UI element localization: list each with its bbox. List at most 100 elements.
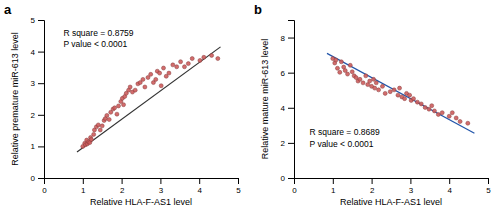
x-axis-line	[295, 179, 489, 185]
x-tick: 4	[447, 178, 452, 195]
x-tick-label: 1	[331, 186, 336, 195]
x-tick-mark	[488, 178, 489, 184]
scatter-point	[361, 81, 365, 85]
scatter-point	[346, 72, 350, 76]
x-axis-title: Relative HLA-F-AS1 level	[90, 197, 192, 207]
x-tick: 2	[120, 178, 125, 195]
x-axis: 012345	[292, 178, 491, 195]
scatter-point	[454, 116, 458, 120]
scatter-point	[107, 118, 111, 122]
y-tick-mark	[38, 83, 44, 84]
x-tick: 0	[292, 178, 297, 195]
x-tick-label: 0	[42, 186, 47, 195]
y-tick-label: 2	[31, 111, 36, 120]
y-tick: 4	[281, 104, 294, 113]
scatter-point	[398, 86, 402, 90]
scatter-point	[210, 53, 214, 57]
y-tick-mark	[38, 52, 44, 53]
figure: 012345012345Relative HLA-F-AS1 levelRela…	[0, 0, 500, 210]
y-tick-label: 6	[281, 69, 286, 78]
x-tick: 0	[42, 178, 47, 195]
scatter-point	[372, 77, 376, 81]
scatter-point	[419, 102, 423, 106]
scatter-point	[440, 111, 444, 115]
scatter-point	[348, 63, 352, 67]
x-tick-label: 4	[447, 186, 452, 195]
scatter-point	[396, 93, 400, 97]
scatter-point	[350, 70, 354, 74]
panel: 012345012345Relative HLA-F-AS1 levelRela…	[4, 2, 241, 207]
x-axis-title: Relative HLA-F-AS1 level	[340, 197, 442, 207]
x-tick-mark	[238, 178, 239, 184]
y-tick: 6	[281, 69, 294, 78]
scatter-point	[89, 137, 93, 141]
y-tick-mark	[38, 20, 44, 21]
x-tick: 1	[81, 178, 86, 195]
scatter-point	[364, 74, 368, 78]
scatter-point	[403, 97, 407, 101]
scatter-point	[338, 70, 342, 74]
y-tick-mark	[38, 178, 44, 179]
y-tick-mark	[38, 146, 44, 147]
y-tick-mark	[288, 108, 294, 109]
x-tick-label: 5	[236, 186, 241, 195]
scatter-point	[339, 60, 343, 64]
scatter-point	[179, 60, 183, 64]
x-tick-mark	[410, 178, 411, 184]
y-tick: 2	[281, 139, 294, 148]
scatter-point	[432, 109, 436, 113]
annotation-line: P value < 0.0001	[63, 39, 127, 49]
scatter-point	[154, 77, 158, 81]
scatter-point	[447, 114, 451, 118]
y-axis-line	[288, 21, 295, 179]
y-tick: 3	[31, 79, 44, 88]
scatter-point	[450, 111, 454, 115]
scatter-point	[335, 66, 339, 70]
scatter-point	[383, 91, 387, 95]
annotation-line: R square = 0.8689	[310, 127, 380, 137]
x-tick-mark	[372, 178, 373, 184]
panel-label: b	[254, 2, 262, 17]
scatter-point	[358, 77, 362, 81]
scatter-point	[113, 106, 117, 110]
scatter-point	[377, 88, 381, 92]
x-tick-label: 2	[120, 186, 125, 195]
y-axis-title: Relative premature miR-613 level	[10, 32, 20, 166]
y-axis: 012345	[31, 16, 45, 183]
y-axis-title: Relative mature miR-613 level	[260, 39, 270, 160]
y-axis: 02468	[281, 21, 295, 184]
scatter-point	[149, 72, 153, 76]
plot-area: 01234502468Relative HLA-F-AS1 levelRelat…	[260, 21, 491, 208]
x-tick-label: 1	[81, 186, 86, 195]
scatter-point	[198, 58, 202, 62]
scatter-point	[141, 77, 145, 81]
plot-area: 012345012345Relative HLA-F-AS1 levelRela…	[10, 16, 241, 207]
scatter-point	[427, 107, 431, 111]
scatter-point	[380, 84, 384, 88]
annotation-line: P value < 0.0001	[310, 139, 374, 149]
scatter-point	[412, 97, 416, 101]
scatter-point	[343, 69, 347, 73]
y-tick-mark	[288, 178, 294, 179]
x-tick-label: 5	[486, 186, 491, 195]
x-tick-label: 2	[370, 186, 375, 195]
x-tick-label: 0	[292, 186, 297, 195]
scatter-point	[162, 66, 166, 70]
scatter-point	[202, 55, 206, 59]
y-tick: 0	[31, 174, 44, 183]
x-tick: 5	[486, 178, 491, 195]
y-tick: 1	[31, 142, 44, 151]
scatter-point	[122, 103, 126, 107]
y-tick-label: 3	[31, 79, 36, 88]
marks	[327, 53, 474, 133]
scatter-point	[105, 113, 109, 117]
x-tick: 5	[236, 178, 241, 195]
scatter-point	[334, 58, 338, 62]
y-tick-label: 1	[31, 142, 36, 151]
y-tick: 8	[281, 34, 294, 43]
y-tick-label: 5	[31, 16, 36, 25]
y-tick: 5	[31, 16, 44, 25]
scatter-point	[116, 104, 120, 108]
scatter-point	[436, 112, 440, 116]
x-tick: 2	[370, 178, 375, 195]
